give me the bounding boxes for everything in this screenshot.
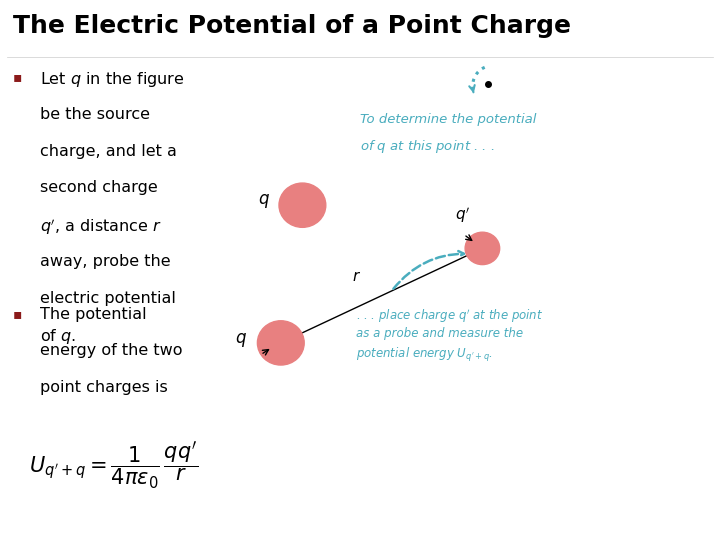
Text: away, probe the: away, probe the xyxy=(40,254,170,269)
Text: as a probe and measure the: as a probe and measure the xyxy=(356,327,523,340)
Text: potential energy $U_{q'+q}$.: potential energy $U_{q'+q}$. xyxy=(356,346,493,363)
Text: be the source: be the source xyxy=(40,107,150,122)
Text: $q'$, a distance $r$: $q'$, a distance $r$ xyxy=(40,217,161,238)
Text: The potential: The potential xyxy=(40,307,146,322)
Text: $U_{q'+q} = \dfrac{1}{4\pi\epsilon_0}\,\dfrac{qq'}{r}$: $U_{q'+q} = \dfrac{1}{4\pi\epsilon_0}\,\… xyxy=(29,440,198,492)
Text: ▪: ▪ xyxy=(13,307,22,321)
Text: Let $q$ in the figure: Let $q$ in the figure xyxy=(40,70,184,89)
Ellipse shape xyxy=(258,321,304,365)
Text: point charges is: point charges is xyxy=(40,380,167,395)
Text: The Electric Potential of a Point Charge: The Electric Potential of a Point Charge xyxy=(13,14,571,37)
Text: electric potential: electric potential xyxy=(40,291,176,306)
Text: . . . place charge $q'$ at the point: . . . place charge $q'$ at the point xyxy=(356,308,544,325)
Text: $q$: $q$ xyxy=(258,192,270,210)
Text: ▪: ▪ xyxy=(13,70,22,84)
Ellipse shape xyxy=(279,183,325,227)
Text: second charge: second charge xyxy=(40,180,158,195)
Text: energy of the two: energy of the two xyxy=(40,343,182,359)
Text: $q'$: $q'$ xyxy=(454,205,470,225)
Text: charge, and let a: charge, and let a xyxy=(40,144,176,159)
Text: of $q$ at this point . . .: of $q$ at this point . . . xyxy=(360,138,495,154)
Text: of $q$.: of $q$. xyxy=(40,327,76,346)
Ellipse shape xyxy=(465,232,500,265)
Text: $r$: $r$ xyxy=(352,269,361,284)
Text: $q$: $q$ xyxy=(235,331,248,349)
Text: To determine the potential: To determine the potential xyxy=(360,113,536,126)
